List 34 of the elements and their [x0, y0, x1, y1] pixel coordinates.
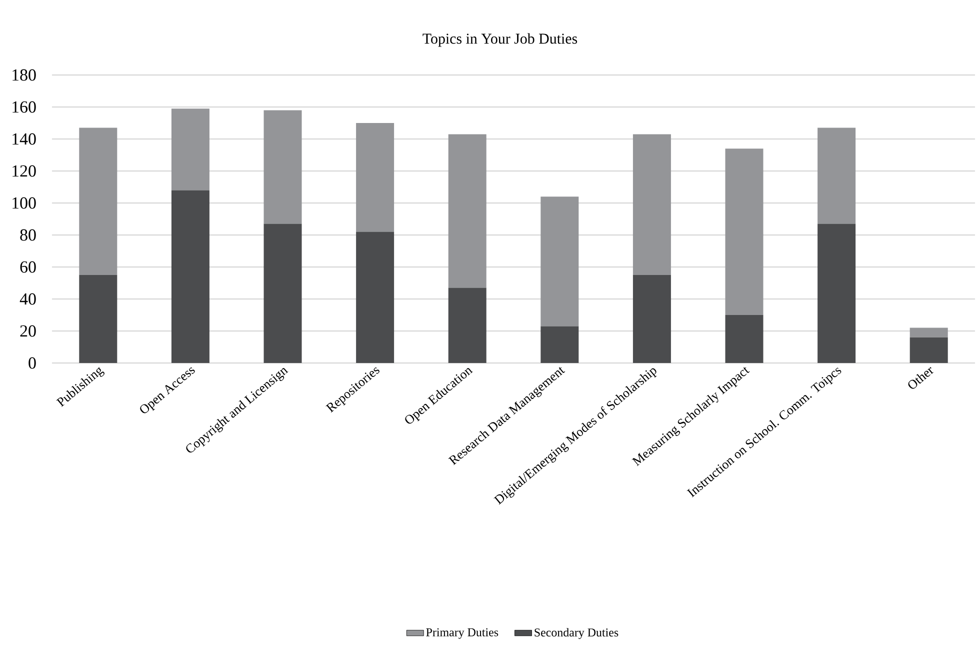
bar: [725, 148, 764, 315]
bar: [540, 326, 579, 363]
y-tick-label: 20: [20, 325, 36, 337]
bar: [356, 232, 394, 363]
bar: [79, 128, 118, 275]
chart-title: Topics in Your Job Duties: [422, 33, 578, 47]
y-tick-label: 100: [12, 197, 36, 209]
y-tick-label: 60: [20, 261, 36, 273]
legend-label: Primary Duties: [426, 628, 498, 639]
y-tick-label: 120: [12, 165, 36, 177]
bar: [264, 224, 302, 363]
x-tick-label: Other: [908, 366, 934, 389]
bar: [818, 224, 856, 363]
bar: [632, 275, 671, 363]
bar: [171, 108, 210, 190]
bar: [632, 134, 671, 275]
y-tick-label: 140: [12, 133, 36, 145]
y-tick-label: 80: [20, 229, 36, 241]
bar: [448, 134, 486, 288]
bar: [448, 288, 486, 363]
y-tick-label: 0: [28, 357, 36, 369]
bar: [540, 196, 579, 326]
bar: [79, 275, 118, 363]
y-tick-label: 160: [12, 101, 36, 113]
y-tick-label: 180: [12, 69, 36, 81]
bar: [725, 315, 764, 363]
legend-label: Secondary Duties: [534, 628, 618, 639]
y-tick-label: 40: [20, 293, 36, 305]
bar: [264, 110, 302, 224]
bar: [356, 122, 394, 232]
bar: [171, 190, 210, 363]
bar: [818, 128, 856, 224]
bar: [910, 328, 948, 338]
bar: [910, 337, 948, 363]
